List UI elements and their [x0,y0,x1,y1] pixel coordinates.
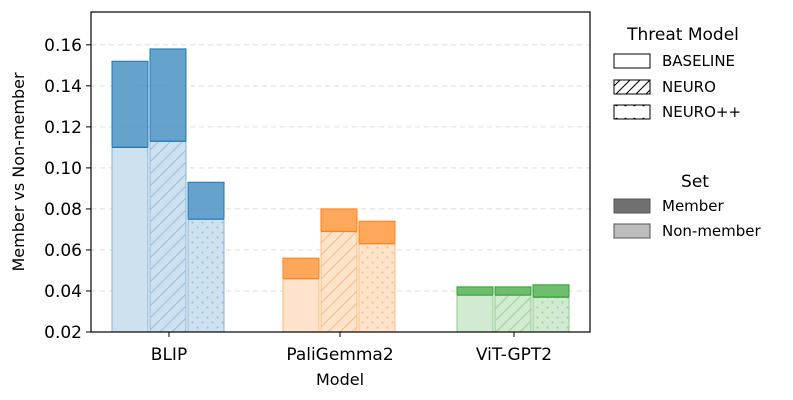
legend-label-baseline: BASELINE [662,52,735,70]
legend-swatch-neuro [613,79,651,95]
x-axis: BLIP PaliGemma2 ViT-GPT2 [151,332,552,365]
legend-label-neuro-plus: NEURO++ [662,103,741,121]
set-legend-title: Set [681,172,709,192]
legend-label-member: Member [662,197,725,215]
y-tick-label: 0.02 [44,323,82,343]
bar-member [532,284,570,298]
y-tick-label: 0.16 [44,36,82,56]
bar-hatch [533,297,569,332]
bar-hatch [321,231,357,332]
bar-non-member [111,146,149,333]
set-legend: Set Member Non-member [613,172,762,240]
legend-swatch-baseline [613,53,651,69]
x-tick-label: BLIP [151,345,187,365]
bar-hatch [188,219,224,332]
legend-label-neuro: NEURO [662,78,716,96]
y-tick-label: 0.12 [44,118,82,138]
legend-label-non-member: Non-member [662,222,762,240]
bar-member [149,48,187,142]
y-tick-label: 0.10 [44,159,82,179]
bar-hatch [359,243,395,332]
x-tick-label: ViT-GPT2 [476,345,552,365]
y-tick-label: 0.04 [44,282,82,302]
bar-member [358,220,396,245]
bar-member [320,208,358,232]
bar-member [187,181,225,220]
bar-non-member [456,294,494,333]
threat-legend-title: Threat Model [626,25,739,45]
bar-non-member [282,278,320,333]
bar-member [494,286,532,296]
y-axis: 0.02 0.04 0.06 0.08 0.10 0.12 0.14 0.16 [44,36,91,343]
y-tick-label: 0.08 [44,200,82,220]
bar-member [282,257,320,280]
y-tick-label: 0.14 [44,77,82,97]
bars [111,48,570,333]
bar-hatch [150,141,186,332]
y-axis-title: Member vs Non-member [9,72,28,271]
bar-member [111,60,149,148]
bar-member [456,286,494,296]
legend-swatch-non-member [613,223,651,239]
legend-swatch-member [613,198,651,214]
threat-model-legend: Threat Model BASELINE NEURO NEURO++ [613,25,741,121]
legend-swatch-neuro-plus [613,104,651,120]
y-tick-label: 0.06 [44,241,82,261]
x-tick-label: PaliGemma2 [286,345,393,365]
bar-hatch [495,295,531,332]
x-axis-title: Model [316,370,364,389]
